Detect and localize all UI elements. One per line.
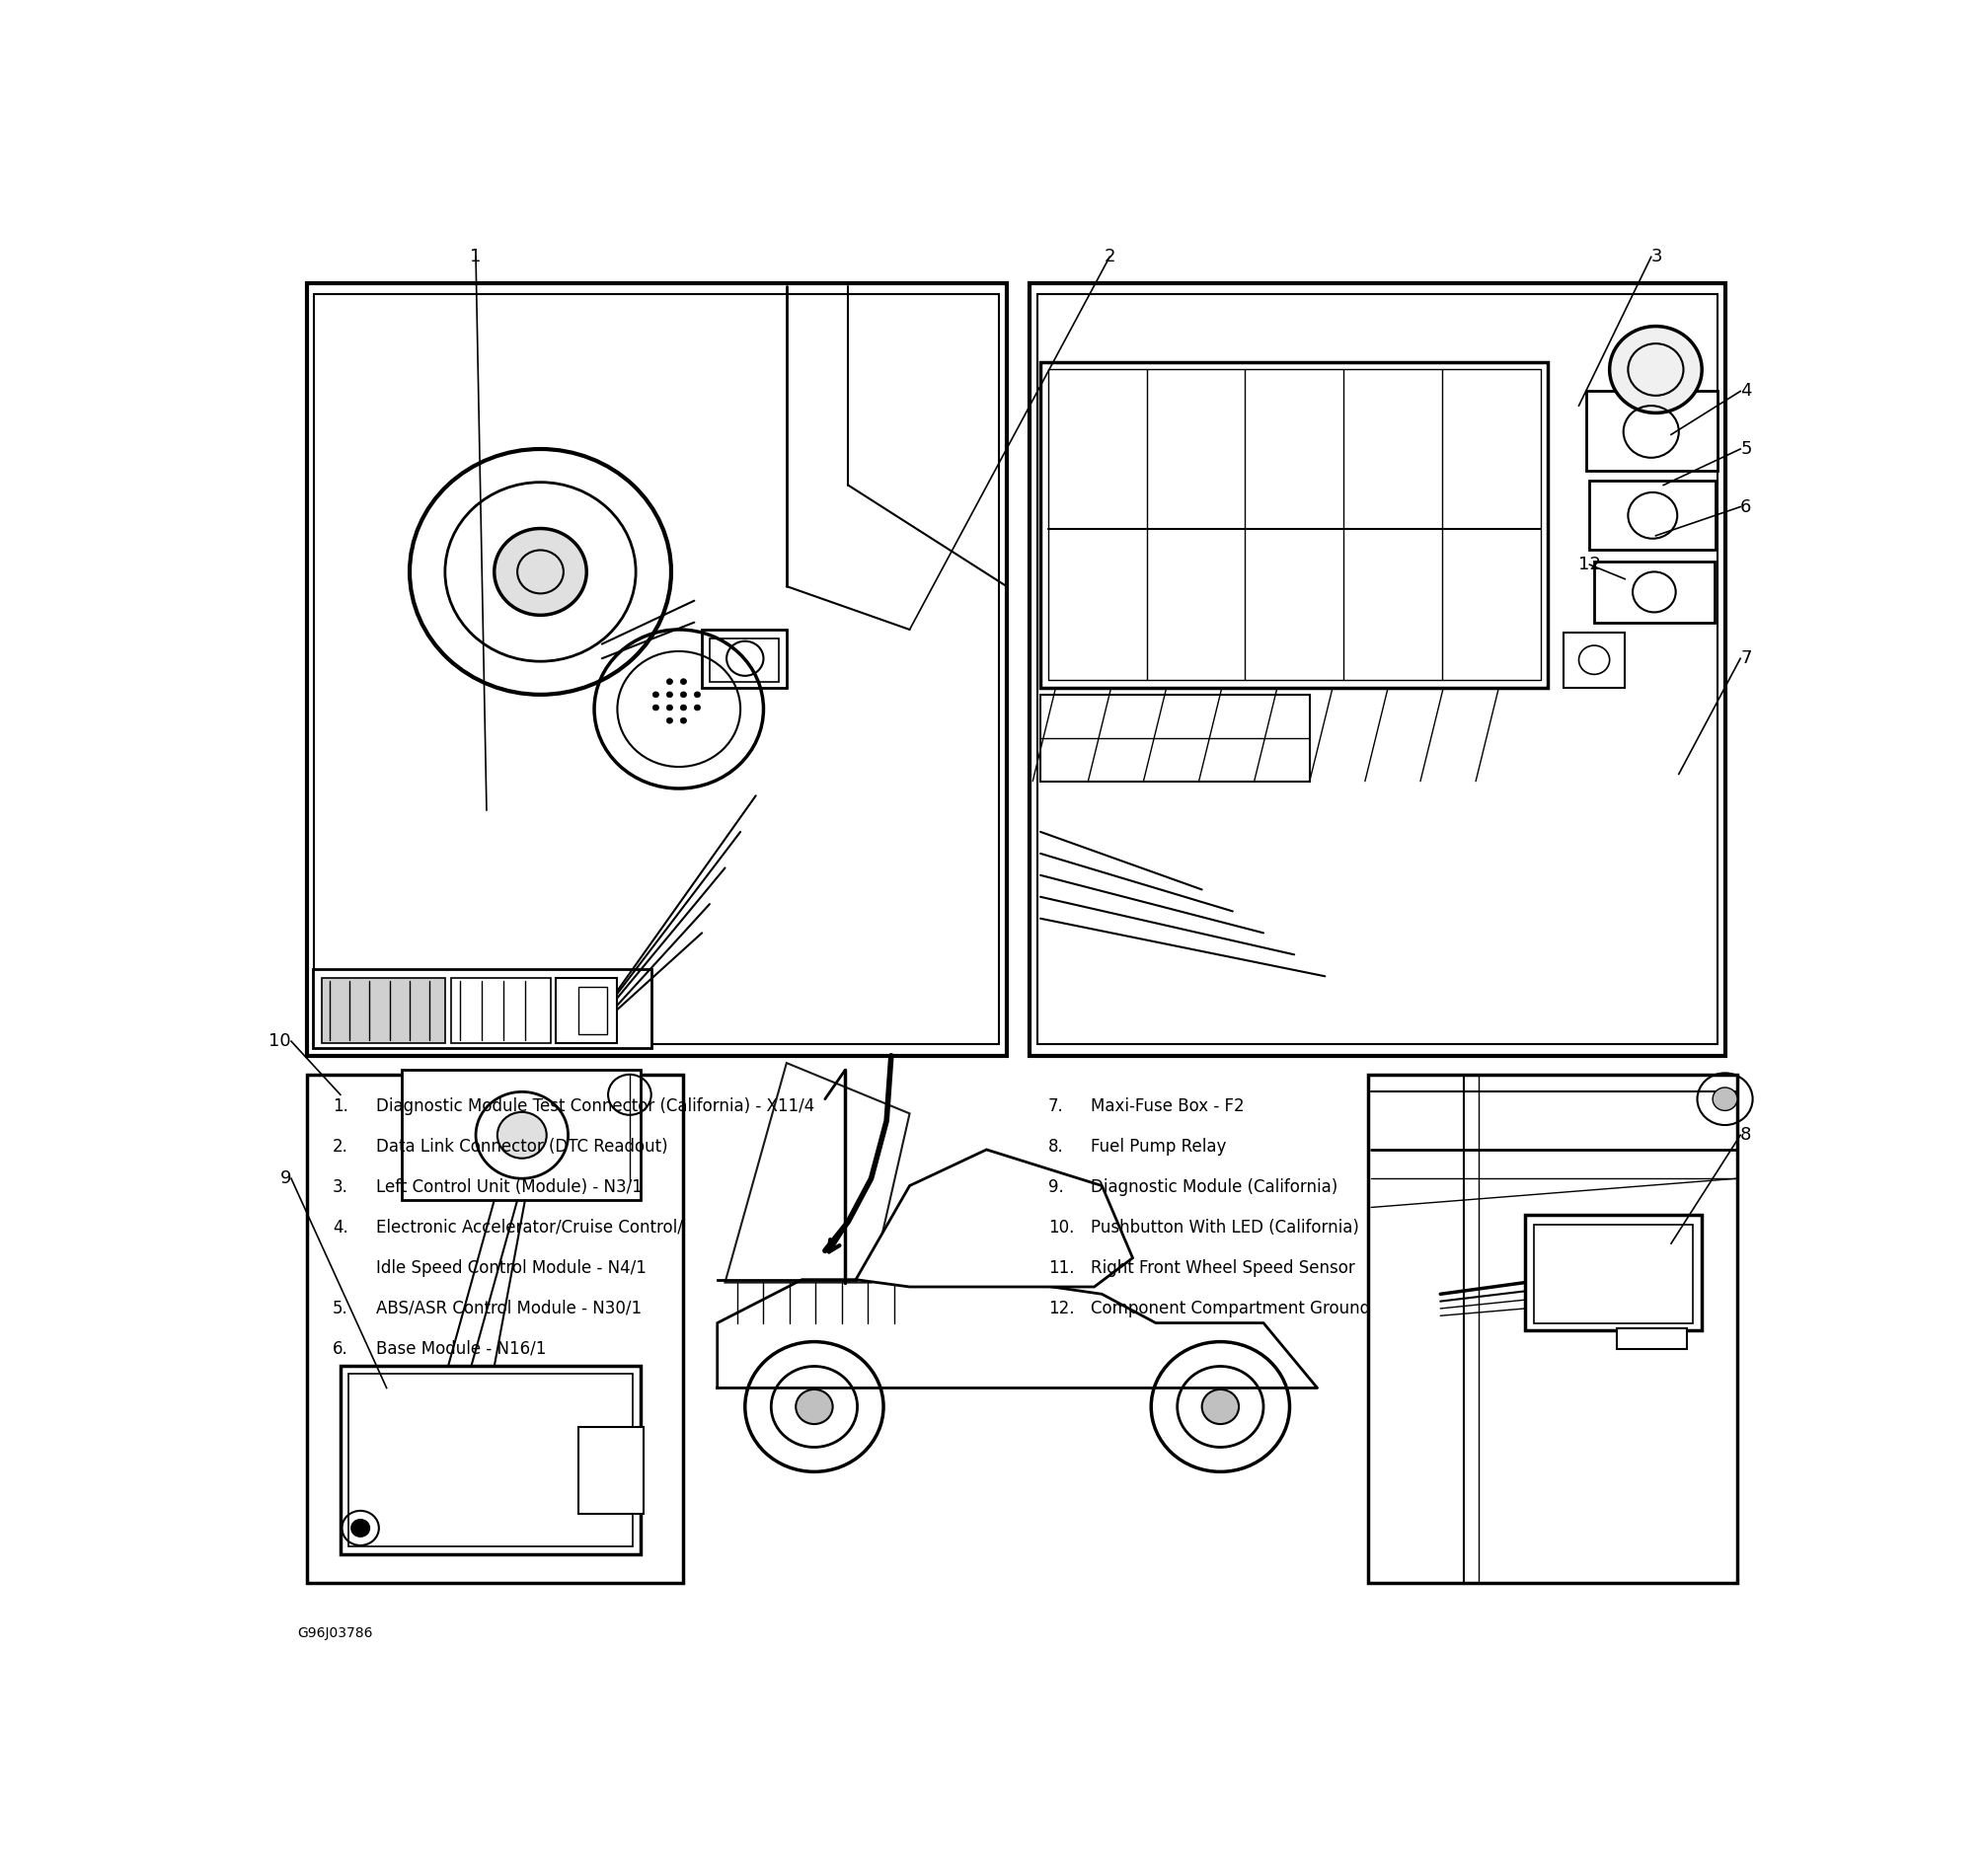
Text: 10: 10 <box>268 1032 292 1051</box>
Circle shape <box>1203 1390 1239 1424</box>
Bar <box>1586 392 1717 471</box>
Bar <box>314 970 651 1049</box>
Bar <box>1368 1075 1737 1583</box>
Text: Electronic Accelerator/Cruise Control/: Electronic Accelerator/Cruise Control/ <box>375 1219 683 1236</box>
Text: 1: 1 <box>470 248 482 266</box>
Text: Maxi-Fuse Box - F2: Maxi-Fuse Box - F2 <box>1092 1097 1245 1114</box>
Text: 12.: 12. <box>1048 1300 1074 1317</box>
Bar <box>556 977 617 1043</box>
Bar <box>322 977 445 1043</box>
Bar <box>1040 694 1310 780</box>
Text: ABS/ASR Control Module - N30/1: ABS/ASR Control Module - N30/1 <box>375 1300 641 1317</box>
Text: 3.: 3. <box>333 1178 349 1197</box>
Circle shape <box>1713 1088 1737 1111</box>
Bar <box>306 1075 683 1583</box>
Bar <box>1564 632 1626 687</box>
Text: 3: 3 <box>1652 248 1663 266</box>
Circle shape <box>681 679 687 685</box>
Bar <box>1030 283 1725 1056</box>
Bar <box>1524 1214 1701 1330</box>
Text: Fuel Pump Relay: Fuel Pump Relay <box>1092 1139 1227 1156</box>
Bar <box>1590 480 1715 550</box>
Circle shape <box>498 1112 546 1157</box>
Text: Base Module - N16/1: Base Module - N16/1 <box>375 1339 546 1358</box>
Circle shape <box>667 679 673 685</box>
Bar <box>1048 370 1540 681</box>
Polygon shape <box>725 1064 909 1283</box>
Circle shape <box>681 705 687 711</box>
Text: 4.: 4. <box>333 1219 347 1236</box>
Bar <box>1038 295 1717 1045</box>
Bar <box>347 1373 633 1548</box>
Text: 6: 6 <box>1741 497 1751 516</box>
Text: Left Control Unit (Module) - N3/1: Left Control Unit (Module) - N3/1 <box>375 1178 643 1197</box>
Circle shape <box>653 692 659 698</box>
Text: Idle Speed Control Module - N4/1: Idle Speed Control Module - N4/1 <box>375 1259 647 1278</box>
Circle shape <box>695 705 701 711</box>
Text: 5: 5 <box>1741 441 1751 458</box>
Text: Right Front Wheel Speed Sensor: Right Front Wheel Speed Sensor <box>1092 1259 1356 1278</box>
Text: Data Link Connector (DTC Readout): Data Link Connector (DTC Readout) <box>375 1139 667 1156</box>
Circle shape <box>796 1390 834 1424</box>
Circle shape <box>681 692 687 698</box>
Text: 4: 4 <box>1741 383 1751 400</box>
Text: 7.: 7. <box>1048 1097 1064 1114</box>
Text: 12: 12 <box>1578 555 1600 574</box>
Circle shape <box>351 1520 369 1536</box>
Circle shape <box>744 1341 883 1473</box>
Circle shape <box>653 705 659 711</box>
Bar <box>703 630 786 687</box>
Text: Component Compartment Ground: Component Compartment Ground <box>1092 1300 1370 1317</box>
Circle shape <box>667 692 673 698</box>
Bar <box>1534 1225 1693 1323</box>
Text: 10.: 10. <box>1048 1219 1074 1236</box>
Text: 2.: 2. <box>333 1139 349 1156</box>
Text: Diagnostic Module Test Connector (California) - X11/4: Diagnostic Module Test Connector (Califo… <box>375 1097 814 1114</box>
Text: 2: 2 <box>1104 248 1116 266</box>
Bar <box>401 1069 641 1201</box>
Circle shape <box>667 705 673 711</box>
Circle shape <box>695 692 701 698</box>
Circle shape <box>1610 326 1701 413</box>
Text: 7: 7 <box>1741 649 1751 668</box>
Text: 1.: 1. <box>333 1097 349 1114</box>
Bar <box>1594 561 1715 623</box>
Bar <box>580 987 607 1034</box>
Text: 8.: 8. <box>1048 1139 1064 1156</box>
Circle shape <box>1151 1341 1290 1473</box>
Text: 6.: 6. <box>333 1339 347 1358</box>
Text: 5.: 5. <box>333 1300 347 1317</box>
Text: 11.: 11. <box>1048 1259 1074 1278</box>
Text: 9.: 9. <box>1048 1178 1064 1197</box>
Text: 8: 8 <box>1741 1126 1751 1144</box>
Circle shape <box>494 529 588 615</box>
Circle shape <box>681 719 687 724</box>
Bar <box>451 977 552 1043</box>
Bar <box>711 638 778 681</box>
Text: Pushbutton With LED (California): Pushbutton With LED (California) <box>1092 1219 1360 1236</box>
Circle shape <box>667 719 673 724</box>
Bar <box>580 1428 643 1514</box>
Text: G96J03786: G96J03786 <box>298 1626 373 1640</box>
Bar <box>1040 362 1548 687</box>
Bar <box>314 295 998 1045</box>
Text: Diagnostic Module (California): Diagnostic Module (California) <box>1092 1178 1338 1197</box>
Bar <box>306 283 1006 1056</box>
Polygon shape <box>856 1150 1133 1287</box>
Text: 9: 9 <box>280 1169 292 1188</box>
Bar <box>341 1366 641 1553</box>
Bar <box>1618 1328 1687 1349</box>
